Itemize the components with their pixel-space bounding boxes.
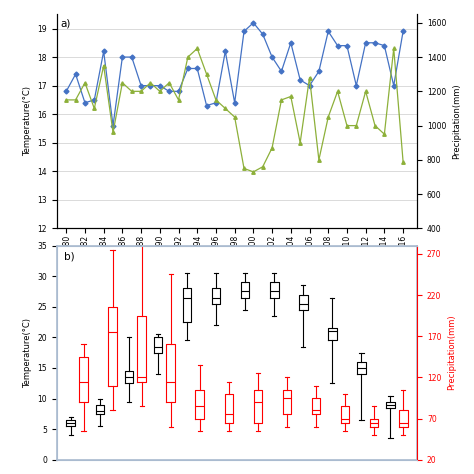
Prcp bbox=[251, 169, 256, 175]
Tmax bbox=[166, 89, 172, 94]
Tmax bbox=[91, 97, 97, 103]
Tmax bbox=[101, 48, 107, 54]
Tmax bbox=[400, 28, 406, 34]
Tmax bbox=[138, 83, 144, 89]
Tmax bbox=[213, 100, 219, 106]
Prcp bbox=[269, 145, 275, 151]
Prcp bbox=[316, 157, 322, 163]
Prcp bbox=[64, 97, 69, 103]
Prcp bbox=[194, 46, 200, 51]
Y-axis label: Precipitation(mm): Precipitation(mm) bbox=[452, 83, 461, 159]
Tmax bbox=[307, 83, 312, 89]
Prcp bbox=[279, 97, 284, 103]
Prcp bbox=[91, 106, 97, 111]
Tmax bbox=[73, 72, 78, 77]
Prcp bbox=[335, 89, 340, 94]
Tmax bbox=[185, 65, 191, 71]
Prcp bbox=[354, 123, 359, 128]
Tmax bbox=[110, 123, 116, 128]
Prcp bbox=[157, 89, 163, 94]
Prcp bbox=[344, 123, 350, 128]
Prcp bbox=[82, 80, 88, 86]
Line: Prcp: Prcp bbox=[64, 47, 405, 173]
Tmax bbox=[279, 69, 284, 74]
Text: b): b) bbox=[64, 252, 75, 262]
Tmax bbox=[222, 48, 228, 54]
Prcp bbox=[185, 54, 191, 60]
Tmax bbox=[194, 65, 200, 71]
Text: a): a) bbox=[61, 18, 71, 28]
Prcp bbox=[382, 131, 387, 137]
Prcp bbox=[260, 164, 265, 170]
Prcp bbox=[288, 94, 294, 100]
Prcp bbox=[204, 72, 210, 77]
Prcp bbox=[400, 159, 406, 164]
Prcp bbox=[325, 114, 331, 120]
Tmax bbox=[232, 100, 237, 106]
Prcp bbox=[241, 165, 247, 171]
Tmax bbox=[241, 28, 247, 34]
Prcp bbox=[138, 89, 144, 94]
Prcp bbox=[391, 46, 397, 51]
Legend: Tmax, Prcp: Tmax, Prcp bbox=[193, 327, 281, 336]
Tmax bbox=[363, 40, 368, 46]
Prcp bbox=[129, 89, 135, 94]
Tmax bbox=[372, 40, 378, 46]
Tmax bbox=[260, 31, 265, 37]
Tmax bbox=[288, 40, 294, 46]
Tmax bbox=[382, 43, 387, 48]
Tmax bbox=[204, 103, 210, 109]
Prcp bbox=[147, 80, 153, 86]
Tmax bbox=[325, 28, 331, 34]
Prcp bbox=[166, 80, 172, 86]
Y-axis label: Temperature(°C): Temperature(°C) bbox=[23, 318, 32, 388]
Prcp bbox=[363, 89, 368, 94]
Tmax bbox=[64, 89, 69, 94]
Tmax bbox=[335, 43, 340, 48]
Prcp bbox=[101, 63, 107, 68]
Prcp bbox=[297, 140, 303, 146]
Tmax bbox=[129, 54, 135, 60]
Tmax bbox=[157, 83, 163, 89]
Tmax bbox=[82, 100, 88, 106]
Tmax bbox=[176, 89, 182, 94]
Prcp bbox=[307, 75, 312, 81]
Tmax bbox=[269, 54, 275, 60]
Prcp bbox=[372, 123, 378, 128]
Prcp bbox=[119, 80, 125, 86]
Tmax bbox=[119, 54, 125, 60]
Prcp bbox=[176, 97, 182, 103]
Prcp bbox=[213, 97, 219, 103]
Prcp bbox=[222, 106, 228, 111]
Prcp bbox=[110, 129, 116, 135]
Tmax bbox=[297, 77, 303, 83]
Tmax bbox=[344, 43, 350, 48]
Prcp bbox=[73, 97, 78, 103]
Line: Tmax: Tmax bbox=[64, 21, 405, 128]
Y-axis label: Temperature(°C): Temperature(°C) bbox=[23, 86, 32, 156]
Tmax bbox=[147, 83, 153, 89]
Tmax bbox=[316, 69, 322, 74]
Tmax bbox=[354, 83, 359, 89]
Tmax bbox=[251, 20, 256, 26]
Tmax bbox=[391, 83, 397, 89]
Prcp bbox=[232, 114, 237, 120]
Y-axis label: Precipitation(mm): Precipitation(mm) bbox=[447, 315, 456, 391]
